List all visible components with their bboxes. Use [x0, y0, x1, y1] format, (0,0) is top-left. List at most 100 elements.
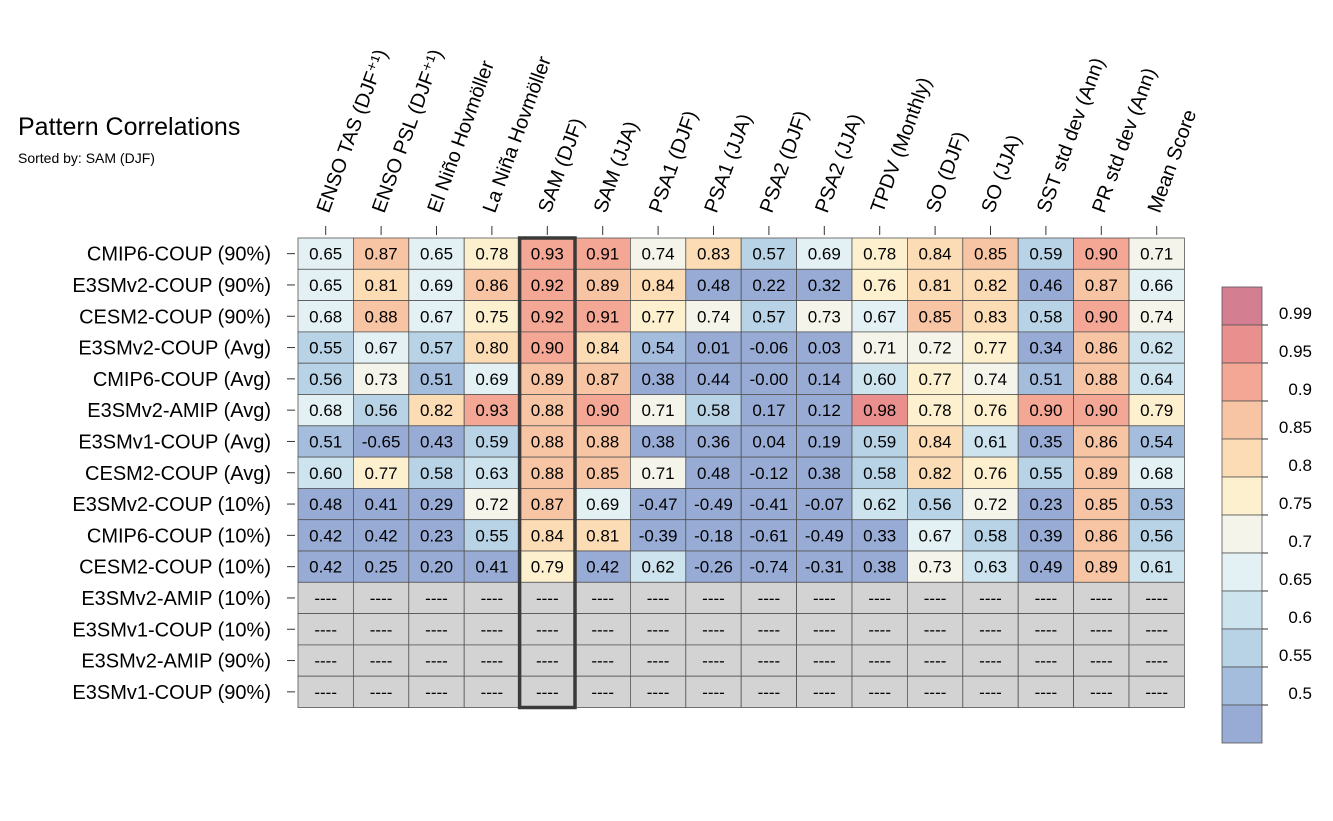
heatmap-cell — [408, 425, 465, 458]
cell-value-label: 0.74 — [974, 370, 1007, 389]
heatmap-cell — [796, 675, 853, 708]
column-label: PSA1 (DJF) — [645, 108, 702, 216]
heatmap-cell — [574, 331, 631, 364]
heatmap-cell — [962, 487, 1019, 521]
heatmap-cell — [740, 550, 798, 583]
heatmap-cell — [574, 425, 631, 458]
cell-value-label: -0.00 — [750, 370, 789, 389]
cell-value-label: 0.75 — [475, 307, 508, 326]
cell-value-label: ---- — [314, 652, 337, 671]
cell-value-label: -0.47 — [639, 495, 678, 514]
colorbar-tick-label: 0.75 — [1279, 494, 1312, 513]
heatmap-cell — [796, 362, 853, 395]
cell-value-label: ---- — [1090, 652, 1113, 671]
cell-value-label: 0.69 — [586, 495, 619, 514]
row-label: E3SMv2-AMIP (10%) — [81, 588, 271, 610]
cell-value-label: 0.42 — [309, 526, 342, 545]
heatmap-cell — [297, 456, 354, 489]
heatmap-cell — [962, 331, 1019, 364]
heatmap-cell — [796, 581, 853, 614]
heatmap-cell — [851, 268, 908, 301]
heatmap-cell — [574, 456, 631, 489]
cell-value-label: 0.71 — [863, 339, 896, 358]
cell-value-label: ---- — [370, 652, 393, 671]
cell-value-label: 0.74 — [642, 245, 675, 264]
heatmap-cell — [463, 362, 521, 395]
cell-value-label: ---- — [425, 620, 448, 639]
cell-value-label: 0.65 — [309, 245, 342, 264]
cell-value-label: 0.73 — [808, 307, 841, 326]
heatmap-cell — [1017, 456, 1075, 489]
heatmap-cell — [907, 268, 964, 301]
heatmap-cell — [1128, 300, 1185, 333]
cell-value-label: 0.03 — [808, 339, 841, 358]
heatmap-cell — [685, 487, 742, 521]
heatmap-cell — [297, 362, 354, 395]
heatmap-cell — [1128, 394, 1185, 427]
column-label: PSA2 (JJA) — [811, 111, 867, 216]
heatmap-cell — [630, 237, 687, 270]
cell-value-label: 0.88 — [531, 401, 564, 420]
heatmap-cell — [796, 519, 853, 552]
cell-value-label: -0.39 — [639, 526, 678, 545]
cell-value-label: ---- — [536, 683, 559, 702]
heatmap-cell — [796, 550, 853, 583]
row-label: CMIP6-COUP (Avg) — [93, 369, 271, 391]
cell-value-label: 0.58 — [697, 401, 730, 420]
cell-value-label: 0.90 — [1085, 401, 1118, 420]
cell-value-label: 0.81 — [365, 276, 398, 295]
colorbar-swatch — [1221, 514, 1263, 554]
cell-value-label: 0.89 — [586, 276, 619, 295]
heatmap-cell — [685, 237, 742, 270]
cell-value-label: 0.73 — [365, 370, 398, 389]
heatmap-cell — [1017, 675, 1075, 708]
heatmap-cell — [297, 300, 354, 333]
cell-value-label: ---- — [758, 652, 781, 671]
colorbar-swatch — [1221, 590, 1263, 630]
cell-value-label: 0.69 — [475, 370, 508, 389]
cell-value-label: -0.61 — [750, 526, 789, 545]
colorbar-swatch — [1221, 476, 1263, 516]
cell-value-label: -0.65 — [362, 432, 401, 451]
cell-value-label: 0.22 — [752, 276, 785, 295]
cell-value-label: ---- — [979, 683, 1002, 702]
cell-value-label: ---- — [758, 620, 781, 639]
heatmap-cell — [851, 425, 908, 458]
heatmap-cell — [519, 394, 576, 427]
heatmap-cell — [685, 456, 742, 489]
heatmap-cell — [685, 519, 742, 552]
cell-value-label: 0.58 — [974, 526, 1007, 545]
heatmap-cell — [1073, 268, 1130, 301]
colorbar-swatch — [1221, 362, 1263, 402]
heatmap-cell — [1073, 394, 1130, 427]
heatmap-cell — [1017, 237, 1075, 270]
cell-value-label: 0.64 — [1140, 370, 1173, 389]
heatmap-cell — [463, 644, 521, 677]
cell-value-label: 0.83 — [697, 245, 730, 264]
cell-value-label: 0.88 — [531, 432, 564, 451]
heatmap-cell — [408, 331, 465, 364]
heatmap-cell — [962, 425, 1019, 458]
cell-value-label: 0.58 — [420, 464, 453, 483]
heatmap-cell — [1017, 331, 1075, 364]
heatmap-cell — [740, 519, 798, 552]
cell-value-label: ---- — [314, 589, 337, 608]
title-block: Pattern Correlations Sorted by: SAM (DJF… — [18, 112, 240, 166]
cell-value-label: 0.82 — [420, 401, 453, 420]
cell-value-label: 0.59 — [863, 432, 896, 451]
cell-value-label: 0.78 — [475, 245, 508, 264]
cell-value-label: 0.85 — [586, 464, 619, 483]
row-label: CESM2-COUP (90%) — [79, 306, 271, 328]
heatmap-cell — [740, 675, 798, 708]
cell-value-label: 0.86 — [1085, 339, 1118, 358]
cell-value-label: ---- — [924, 620, 947, 639]
cell-value-label: 0.88 — [365, 307, 398, 326]
cell-value-label: 0.55 — [309, 339, 342, 358]
cell-value-label: 0.69 — [808, 245, 841, 264]
cell-value-label: 0.84 — [642, 276, 675, 295]
heatmap-cell — [685, 644, 742, 677]
heatmap-cell — [907, 362, 964, 395]
cell-value-label: 0.19 — [808, 432, 841, 451]
cell-value-label: 0.72 — [974, 495, 1007, 514]
cell-value-label: 0.89 — [531, 370, 564, 389]
